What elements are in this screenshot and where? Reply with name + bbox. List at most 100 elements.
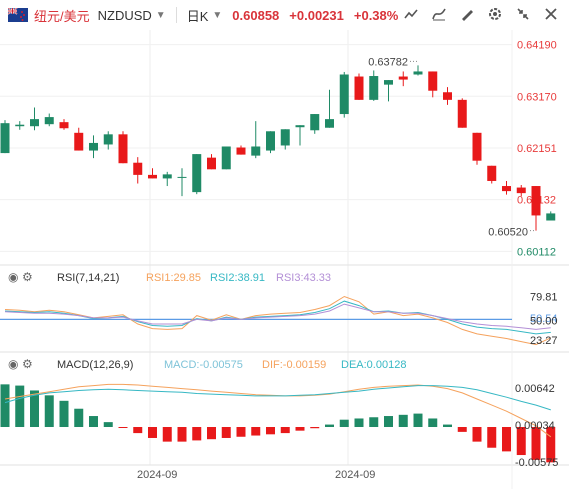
candle-body <box>192 154 202 193</box>
candle-body <box>148 174 157 179</box>
compare-icon[interactable] <box>403 6 419 22</box>
macd-bar <box>443 424 452 428</box>
macd-legend-item: MACD:-0.00575 <box>164 359 243 371</box>
candle-body <box>0 123 10 154</box>
candle-body <box>44 117 54 125</box>
rsi-legend-item: RSI1:29.85 <box>146 272 201 284</box>
candle-body <box>310 114 320 131</box>
indicator-icon[interactable] <box>431 6 447 22</box>
candle-body <box>133 162 143 175</box>
rsi-line-rsi2 <box>4 300 551 335</box>
price-change: +0.00231 <box>289 7 344 23</box>
macd-tick-label: 0.00034 <box>515 420 555 432</box>
settings-icon: ⚙ <box>22 357 33 371</box>
candle-body <box>236 147 246 155</box>
macd-bar <box>266 427 275 435</box>
candle-body <box>413 71 423 75</box>
candle-body <box>443 92 452 100</box>
macd-bar <box>118 427 128 429</box>
macd-bar <box>487 427 497 448</box>
rsi-line-rsi3 <box>4 303 551 330</box>
close-icon[interactable] <box>543 6 559 22</box>
price-tick-label: 0.63170 <box>517 91 557 103</box>
candle-body <box>457 99 467 128</box>
candle-body <box>531 186 541 216</box>
candle-body <box>428 71 438 91</box>
macd-bar <box>457 427 467 432</box>
macd-bar <box>0 384 10 428</box>
rsi-tick-label: 23.27 <box>530 335 558 347</box>
x-axis: 2024-09 2024-09 <box>137 469 375 481</box>
candle-body <box>546 213 556 221</box>
macd-bar <box>384 416 393 428</box>
high-annotation: 0.63782 <box>368 56 408 68</box>
timeframe-select[interactable]: 日K <box>186 8 209 24</box>
last-price: 0.60858 <box>232 7 280 23</box>
pair-label[interactable]: 纽元/美元 <box>34 8 90 24</box>
macd-bar <box>516 427 526 456</box>
macd-bar <box>295 427 305 431</box>
macd-tick-label: -0.00575 <box>515 457 558 469</box>
shrink-icon[interactable] <box>515 6 531 22</box>
rsi-legend-item: RSI2:38.91 <box>210 272 265 284</box>
macd-bar <box>207 427 216 440</box>
macd-legend-item: DIF:-0.00159 <box>262 359 326 371</box>
macd-bar <box>103 422 113 428</box>
eye-icon: ◉ <box>8 270 18 284</box>
macd-bar <box>133 427 143 434</box>
macd-bar <box>546 427 556 463</box>
chevron-down-icon[interactable]: ▼ <box>155 9 166 21</box>
candle-body <box>280 129 290 146</box>
candle-body <box>369 76 379 100</box>
candle-body <box>74 132 84 151</box>
macd-bar <box>369 417 379 428</box>
chart-area: 0.641900.631700.621510.611320.601120.637… <box>0 30 569 489</box>
candle-body <box>103 134 113 145</box>
macd-line-dif <box>4 383 552 438</box>
candle-body <box>487 165 497 181</box>
rsi-title: RSI(7,14,21) <box>57 272 119 284</box>
settings-icon[interactable] <box>487 6 503 22</box>
price-change-pct: +0.38% <box>353 7 399 23</box>
candle-body <box>295 125 305 128</box>
price-tick-label: 0.62151 <box>517 143 557 155</box>
x-tick-label: 2024-09 <box>335 469 375 481</box>
candle-body <box>398 76 408 80</box>
candle-body <box>251 146 261 156</box>
macd-bar <box>74 408 84 428</box>
macd-bar <box>148 427 157 438</box>
macd-title: MACD(12,26,9) <box>57 359 133 371</box>
rsi-panel: ◉ ⚙ RSI(7,14,21) RSI1:29.85 RSI2:38.91 RSI3:4… <box>0 270 558 347</box>
grid <box>0 30 569 489</box>
draw-icon[interactable] <box>459 6 475 22</box>
rsi-tick-label: 50.00 <box>530 315 558 327</box>
candle-body <box>15 124 25 127</box>
macd-bar <box>354 418 364 428</box>
macd-bar <box>310 427 320 429</box>
price-tick-label: 0.60112 <box>517 246 556 258</box>
macd-panel: ◉ ⚙ MACD(12,26,9) MACD:-0.00575 DIF:-0.00159… <box>0 357 558 469</box>
rsi-tick-label: 79.81 <box>530 292 558 304</box>
macd-bar <box>177 427 187 442</box>
macd-bar <box>30 390 39 428</box>
candle-body <box>472 132 482 161</box>
macd-bar <box>44 395 54 428</box>
macd-bar <box>531 427 541 460</box>
macd-bar <box>221 427 231 438</box>
symbol-select[interactable]: NZDUSD <box>97 7 152 23</box>
candle-body <box>30 119 39 127</box>
candle-body <box>516 187 526 194</box>
macd-bar <box>325 424 334 428</box>
candle-body <box>59 122 69 129</box>
candle-body <box>118 134 128 164</box>
macd-line-dea <box>4 385 551 411</box>
macd-bar <box>280 427 290 434</box>
divider <box>175 7 177 23</box>
candle-body <box>207 157 216 170</box>
price-tick-label: 0.64190 <box>517 40 557 52</box>
settings-icon: ⚙ <box>22 270 33 284</box>
macd-tick-label: 0.00642 <box>515 383 555 395</box>
macd-bar <box>89 416 98 428</box>
price-panel: 0.641900.631700.621510.611320.601120.637… <box>0 40 557 258</box>
chevron-down-icon[interactable]: ▼ <box>212 9 223 21</box>
